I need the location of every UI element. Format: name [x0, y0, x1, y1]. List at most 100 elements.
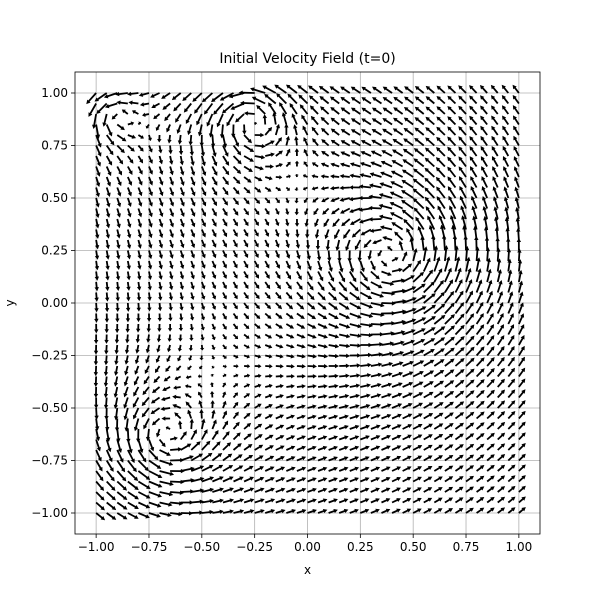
quiver-arrow: [391, 267, 403, 273]
quiver-arrow: [134, 355, 140, 365]
quiver-arrow: [307, 384, 317, 389]
quiver-arrow: [433, 412, 444, 420]
quiver-arrow: [480, 105, 488, 115]
quiver-arrow: [518, 345, 525, 356]
quiver-arrow: [391, 392, 403, 399]
quiver-arrow: [360, 362, 372, 368]
quiver-arrow: [94, 250, 100, 260]
quiver-arrow: [338, 414, 349, 420]
quiver-arrow: [179, 431, 187, 441]
quiver-arrow: [148, 155, 153, 164]
quiver-arrow: [444, 291, 455, 304]
quiver-arrow: [321, 197, 330, 203]
quiver-arrow: [465, 422, 475, 430]
quiver-arrow: [127, 155, 134, 164]
quiver-arrow: [328, 302, 339, 310]
quiver-arrow: [349, 291, 361, 301]
quiver-arrow: [431, 234, 436, 251]
quiver-arrow: [230, 102, 245, 110]
quiver-arrow: [338, 466, 349, 472]
quiver-arrow: [425, 116, 435, 126]
quiver-arrow: [497, 443, 506, 451]
quiver-arrow: [155, 355, 161, 363]
quiver-arrow: [309, 105, 319, 115]
quiver-arrow: [216, 113, 224, 128]
quiver-arrow: [402, 371, 414, 378]
quiver-arrow: [413, 148, 425, 157]
quiver-arrow: [211, 260, 217, 269]
quiver-arrow: [222, 250, 227, 259]
quiver-arrow: [184, 384, 192, 389]
quiver-arrow: [334, 229, 341, 240]
quiver-arrow: [264, 176, 273, 181]
quiver-arrow: [177, 420, 183, 430]
quiver-arrow: [106, 512, 117, 520]
quiver-arrow: [370, 332, 384, 337]
quiver-arrow: [211, 409, 216, 419]
quiver-arrow: [94, 239, 100, 250]
quiver-arrow: [349, 333, 362, 338]
quiver-arrow: [169, 187, 175, 197]
quiver-arrow: [286, 404, 295, 409]
quiver-arrow: [358, 195, 371, 201]
quiver-arrow: [222, 509, 234, 514]
quiver-arrow: [372, 239, 382, 245]
quiver-arrow: [243, 393, 250, 399]
quiver-arrow: [518, 432, 526, 441]
quiver-arrow: [372, 97, 382, 105]
quiver-arrow: [349, 445, 360, 451]
quiver-arrow: [296, 466, 307, 472]
quiver-arrow: [275, 414, 285, 420]
quiver-arrow: [497, 389, 506, 399]
quiver-arrow: [394, 231, 404, 241]
quiver-arrow: [211, 302, 217, 310]
quiver-arrow: [232, 421, 240, 430]
quiver-arrow: [210, 134, 216, 148]
quiver-arrow: [462, 225, 467, 241]
quiver-arrow: [381, 139, 393, 147]
quiver-arrow: [382, 107, 393, 115]
quiver-arrow: [491, 115, 499, 126]
quiver-arrow: [480, 135, 488, 147]
quiver-arrow: [274, 218, 280, 227]
quiver-arrow: [147, 134, 153, 141]
x-tick-label: 0.75: [453, 540, 480, 554]
quiver-arrow: [179, 155, 184, 166]
quiver-arrow: [294, 218, 300, 227]
quiver-arrow: [423, 349, 435, 357]
quiver-arrow: [95, 155, 101, 167]
quiver-arrow: [232, 392, 239, 399]
quiver-arrow: [307, 344, 317, 349]
quiver-arrow: [159, 491, 174, 497]
quiver-arrow: [476, 422, 485, 430]
quiver-arrow: [332, 218, 340, 227]
quiver-arrow: [349, 281, 359, 292]
quiver-arrow: [111, 113, 118, 120]
quiver-arrow: [360, 456, 370, 462]
quiver-arrow: [104, 324, 109, 334]
quiver-arrow: [105, 460, 114, 472]
quiver-arrow: [158, 166, 164, 176]
quiver-arrow: [178, 323, 184, 332]
quiver-arrow: [243, 383, 251, 388]
quiver-arrow: [123, 376, 129, 387]
quiver-arrow: [137, 166, 143, 175]
quiver-arrow: [465, 313, 475, 325]
quiver-arrow: [209, 382, 215, 388]
quiver-arrow: [116, 208, 121, 218]
quiver-arrow: [454, 486, 464, 493]
quiver-arrow: [92, 113, 98, 129]
quiver-arrow: [180, 443, 192, 451]
quiver-arrow: [486, 268, 492, 283]
quiver-arrow: [423, 338, 436, 346]
quiver-arrow: [285, 323, 295, 329]
quiver-arrow: [295, 239, 301, 249]
quiver-arrow: [382, 128, 393, 136]
quiver-arrow: [403, 138, 414, 147]
quiver-arrow: [132, 407, 140, 420]
quiver-arrow: [159, 512, 172, 518]
quiver-arrow: [168, 292, 174, 301]
quiver-arrow: [433, 433, 444, 441]
quiver-arrow: [490, 84, 499, 94]
quiver-arrow: [317, 291, 326, 301]
